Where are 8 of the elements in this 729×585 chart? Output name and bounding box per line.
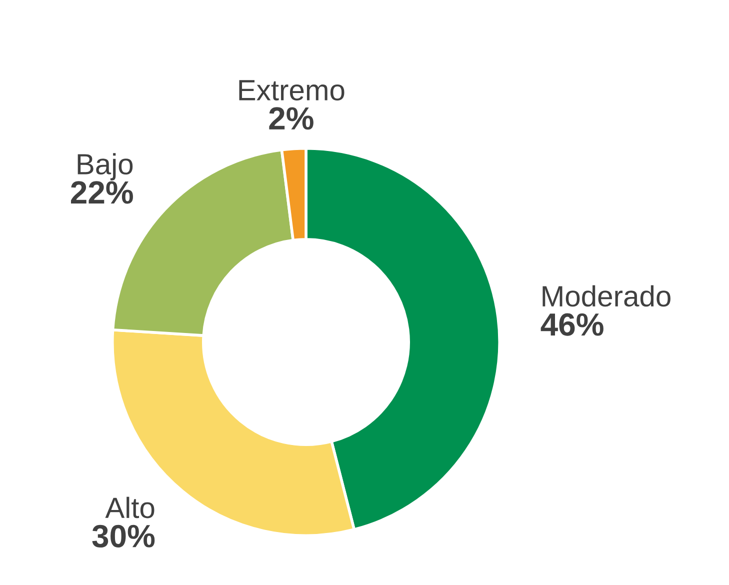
data-label: 2% <box>269 107 314 130</box>
data-label: 22% <box>71 181 133 204</box>
data-label: 30% <box>92 524 155 548</box>
slice-label: Alto <box>105 496 154 518</box>
slice-label: Moderado <box>542 285 670 307</box>
slice-label: Extremo <box>239 80 344 101</box>
data-label: 46% <box>540 313 604 336</box>
slice-label: Bajo <box>78 153 133 180</box>
